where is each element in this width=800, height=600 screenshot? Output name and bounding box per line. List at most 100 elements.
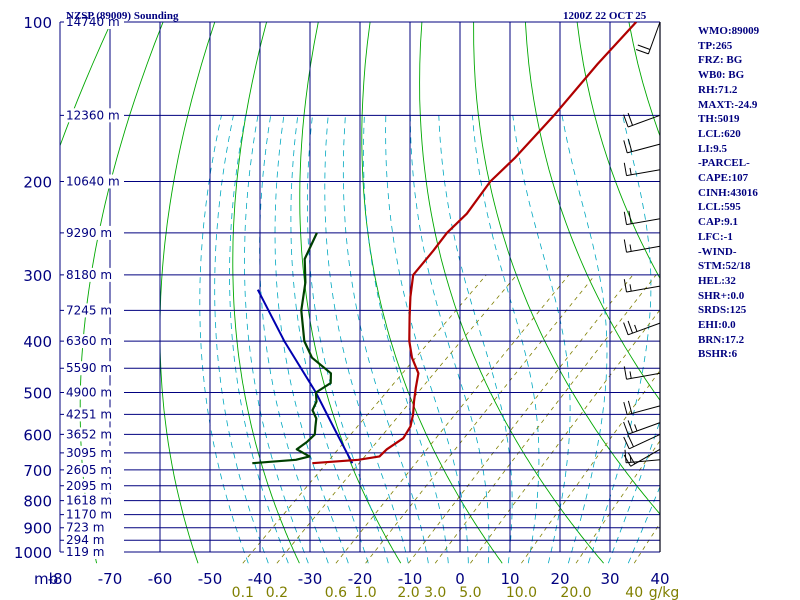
chart-title: NZSP (89009) Sounding — [66, 10, 179, 22]
wind-barb — [623, 210, 661, 226]
height-label: 3652 m — [66, 427, 112, 441]
index-line: FRZ: BG — [698, 54, 743, 67]
height-label-background — [64, 385, 124, 400]
height-label: 2605 m — [66, 463, 112, 477]
index-line: MAXT:-24.9 — [698, 98, 758, 111]
height-label-background — [64, 520, 124, 535]
height-label-background — [64, 533, 124, 548]
pressure-tick-label: 300 — [23, 267, 52, 285]
pressure-tick-label: 900 — [23, 520, 52, 538]
height-label: 5590 m — [66, 361, 112, 375]
temperature-tick-label: -50 — [198, 570, 223, 588]
height-label-background — [64, 478, 124, 493]
dewpoint-line — [252, 232, 332, 465]
pressure-unit-label: mb — [34, 570, 58, 588]
height-label: 7245 m — [66, 303, 112, 317]
height-label: 14740 m — [66, 15, 120, 29]
height-label-background — [64, 445, 124, 460]
pressure-tick-label: 100 — [23, 14, 52, 32]
temperature-tick-label: 20 — [550, 570, 569, 588]
mixing-ratio-tick-label: 0.2 — [266, 585, 288, 600]
mixing-ratio-line — [242, 274, 487, 564]
height-label-background — [64, 361, 124, 376]
height-label-background — [64, 507, 124, 522]
wind-barb — [623, 400, 661, 416]
index-line: EHI:0.0 — [698, 319, 736, 332]
height-label: 1170 m — [66, 508, 112, 522]
mixing-ratio-line — [521, 369, 660, 564]
pressure-tick-label: 400 — [23, 333, 52, 351]
pressure-tick-label: 1000 — [14, 544, 52, 562]
mixing-ratio-line — [470, 309, 660, 564]
index-line: TH:5019 — [698, 113, 740, 126]
temperature-line — [312, 22, 638, 465]
index-line: WMO:89009 — [698, 25, 760, 37]
mixing-ratio-tick-label: 3.0 — [424, 585, 446, 600]
wind-barb — [636, 21, 661, 55]
height-label-background — [64, 407, 124, 422]
height-label: 2095 m — [66, 479, 112, 493]
mixing-ratio-tick-label: 0.6 — [325, 585, 347, 600]
height-label-background — [64, 334, 124, 349]
mixing-ratio-tick-label: 5.0 — [459, 585, 481, 600]
profiles — [252, 22, 638, 465]
mixing-ratio-tick-label: 1.0 — [354, 585, 376, 600]
dry-adiabat — [159, 22, 216, 564]
index-panel: WMO:89009 TP:265 FRZ: BG WB0: BG RH:71.2 MAXT… — [698, 24, 798, 362]
index-line: -WIND- — [698, 245, 737, 258]
temperature-tick-label: -30 — [298, 570, 323, 588]
dry-adiabat — [299, 22, 402, 564]
index-line: TP:265 — [698, 39, 733, 52]
height-label-background — [64, 462, 124, 477]
height-label-background — [64, 303, 124, 318]
height-label: 8180 m — [66, 268, 112, 282]
height-label-background — [64, 267, 124, 282]
height-label-background — [64, 15, 124, 29]
dry-adiabat — [232, 22, 300, 564]
index-line: CAPE:107 — [698, 172, 749, 185]
height-label: 9290 m — [66, 226, 112, 240]
dry-adiabat — [473, 22, 660, 515]
height-label-background — [64, 545, 124, 559]
index-line: -PARCEL- — [698, 157, 750, 170]
mixing-ratio-line — [408, 274, 634, 564]
dry-adiabat — [576, 22, 660, 280]
mixing-ratio-line — [633, 522, 660, 564]
dry-adiabat — [524, 22, 660, 402]
height-label-background — [64, 493, 124, 508]
mixing-ratio-line — [365, 274, 596, 564]
temperature-tick-label: -20 — [348, 570, 373, 588]
height-label: 723 m — [66, 521, 104, 535]
wind-barb — [624, 449, 661, 464]
height-label: 294 m — [66, 533, 104, 547]
mixing-ratio-tick-label: 0.1 — [232, 585, 254, 600]
height-label-background — [64, 108, 124, 123]
height-label: 3095 m — [66, 446, 112, 460]
temperature-tick-label: 40 — [650, 570, 669, 588]
wind-barb — [623, 138, 661, 154]
mixing-ratio-tick-label: 10.0 — [506, 585, 537, 600]
height-label: 6360 m — [66, 334, 112, 348]
temperature-tick-label: -40 — [248, 570, 273, 588]
temperature-tick-label: -70 — [98, 570, 123, 588]
wind-barb — [623, 112, 661, 128]
height-label-background — [64, 427, 124, 442]
height-label: 119 m — [66, 545, 104, 559]
index-line: WB0: BG — [698, 69, 745, 82]
height-label: 10640 m — [66, 175, 120, 189]
wind-profile — [623, 21, 661, 552]
mixing-ratio-tick-label: 2.0 — [397, 585, 419, 600]
mixing-ratio-unit-label: g/kg — [649, 585, 680, 600]
height-label: 1618 m — [66, 494, 112, 508]
index-line: HEL:32 — [698, 274, 736, 287]
wind-barb — [623, 320, 661, 336]
mixing-ratio-tick-label: 40 — [625, 585, 643, 600]
index-line: SRDS:125 — [698, 304, 747, 317]
temperature-tick-label: -10 — [398, 570, 423, 588]
index-line: LCL:595 — [698, 201, 741, 214]
index-line: BRN:17.2 — [698, 333, 745, 346]
pressure-tick-label: 800 — [23, 493, 52, 511]
index-line: CINH:43016 — [698, 186, 758, 199]
